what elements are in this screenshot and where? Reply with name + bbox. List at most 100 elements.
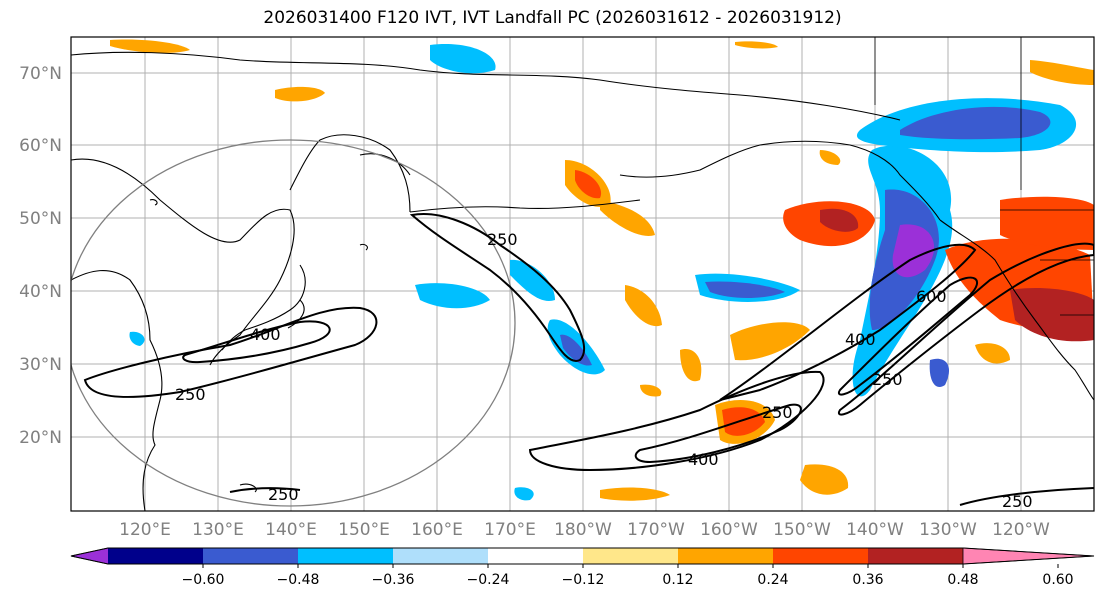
- negative-anomaly-region: [430, 44, 496, 74]
- lon-label: 140°E: [265, 520, 317, 540]
- lon-label: 170°E: [484, 520, 536, 540]
- positive-anomaly-region: [600, 487, 670, 501]
- positive-anomaly-region: [1030, 60, 1094, 85]
- positive-anomaly-region: [640, 384, 662, 397]
- lon-label: 130°E: [192, 520, 244, 540]
- contour-label: 600: [916, 287, 947, 306]
- negative-anomaly-region: [929, 358, 950, 388]
- negative-anomaly-region: [510, 259, 555, 301]
- contour-label: 250: [487, 230, 518, 249]
- contour-400-west: [182, 320, 331, 364]
- negative-anomaly-region: [415, 283, 490, 309]
- coastline-arctic-alaska: [71, 51, 901, 121]
- lon-label: 180°W: [554, 520, 612, 540]
- colorbar-box: [868, 548, 963, 564]
- negative-anomaly-region: [900, 106, 1051, 140]
- lon-label: 150°E: [338, 520, 390, 540]
- colorbar-tick-label: 0.48: [947, 572, 978, 588]
- contour-250-southeast: [959, 487, 1094, 506]
- positive-anomaly-region: [819, 150, 841, 165]
- colorbar-tick-label: −0.36: [372, 572, 415, 588]
- lat-label: 40°N: [19, 282, 62, 302]
- contour-label: 400: [250, 325, 281, 344]
- lon-label: 160°E: [411, 520, 463, 540]
- contour-labels: 250 400 250 400 250 600 400 250 250 250: [175, 230, 1033, 511]
- coastline-aleutians: [409, 199, 641, 213]
- contour-label: 250: [762, 403, 793, 422]
- colorbar-tick-label: 0.60: [1042, 572, 1073, 588]
- contour-label: 250: [268, 485, 299, 504]
- colorbar-tick-label: 0.36: [852, 572, 883, 588]
- lon-label: 160°W: [700, 520, 758, 540]
- lat-label: 30°N: [19, 355, 62, 375]
- coastlines: [71, 51, 1094, 511]
- positive-anomaly-region: [575, 170, 602, 199]
- positive-anomaly-region: [680, 349, 702, 382]
- colorbar-tick-label: −0.48: [277, 572, 320, 588]
- map-title: 2026031400 F120 IVT, IVT Landfall PC (20…: [263, 8, 842, 28]
- lon-label: 120°E: [119, 520, 171, 540]
- positive-anomaly-region: [800, 464, 849, 495]
- colorbar-box: [393, 548, 488, 564]
- longitude-labels: 120°E 130°E 140°E 150°E 160°E 170°E 180°…: [119, 520, 1050, 540]
- coastline-asia: [71, 158, 295, 511]
- contour-label: 250: [175, 385, 206, 404]
- positive-anomaly-region: [110, 39, 190, 53]
- lat-label: 70°N: [19, 64, 62, 84]
- coastline-alaska: [619, 140, 941, 221]
- coastline-sakhalin-kamchatka: [289, 134, 411, 213]
- colorbar-ticks: −0.60 −0.48 −0.36 −0.24 −0.12 0.12 0.24 0.36 0.4…: [182, 564, 1074, 588]
- colorbar-box: [203, 548, 298, 564]
- lon-label: 140°W: [846, 520, 904, 540]
- positive-anomaly-region: [600, 200, 655, 236]
- negative-anomaly-region: [560, 334, 592, 366]
- positive-anomaly-region: [275, 86, 325, 102]
- lon-label: 150°W: [773, 520, 831, 540]
- colorbar-box: [488, 548, 583, 564]
- positive-anomaly-region: [820, 208, 859, 232]
- contour-label: 400: [845, 330, 876, 349]
- negative-anomaly-region: [705, 281, 785, 298]
- contour-label: 250: [1002, 492, 1033, 511]
- contour-600-east: [837, 276, 979, 396]
- map-frame: [70, 36, 1095, 512]
- colorbar-box: [298, 548, 393, 564]
- colorbar-box: [678, 548, 773, 564]
- lat-label: 50°N: [19, 209, 62, 229]
- colorbar-box: [108, 548, 203, 564]
- colorbar-extend-high: [962, 547, 1095, 565]
- lat-label: 20°N: [19, 428, 62, 448]
- positive-anomaly-region: [1010, 288, 1094, 342]
- negative-anomaly-region: [514, 487, 534, 501]
- contour-400-mid: [528, 370, 825, 472]
- contour-label: 250: [872, 370, 903, 389]
- contour-250-south: [229, 487, 301, 493]
- colorbar-tick-label: 0.24: [757, 572, 788, 588]
- lon-label: 170°W: [627, 520, 685, 540]
- positive-anomaly-region: [735, 41, 778, 49]
- lat-label: 60°N: [19, 136, 62, 156]
- colorbar-tick-label: −0.12: [562, 572, 605, 588]
- lon-label: 130°W: [919, 520, 977, 540]
- colorbar-tick-label: −0.24: [467, 572, 510, 588]
- region-circle: [71, 139, 516, 507]
- positive-anomaly-region: [722, 407, 765, 436]
- positive-anomaly-region: [975, 343, 1010, 364]
- colorbar-tick-label: −0.60: [182, 572, 225, 588]
- coastline-north-america: [939, 219, 1094, 401]
- coastline-japan: [221, 264, 306, 351]
- colorbar-boxes: [70, 547, 1095, 565]
- lon-label: 120°W: [992, 520, 1050, 540]
- coastline-islands: [149, 199, 368, 493]
- positive-anomaly-region: [730, 322, 810, 361]
- colorbar-box: [773, 548, 868, 564]
- colorbar-box: [583, 548, 678, 564]
- contour-400-east: [719, 243, 977, 401]
- ivt-contours: [83, 213, 1094, 506]
- negative-anomaly-region: [129, 331, 145, 346]
- contour-label: 400: [688, 450, 719, 469]
- latitude-labels: 70°N 60°N 50°N 40°N 30°N 20°N: [19, 64, 62, 448]
- contour-400-inner: [634, 403, 802, 464]
